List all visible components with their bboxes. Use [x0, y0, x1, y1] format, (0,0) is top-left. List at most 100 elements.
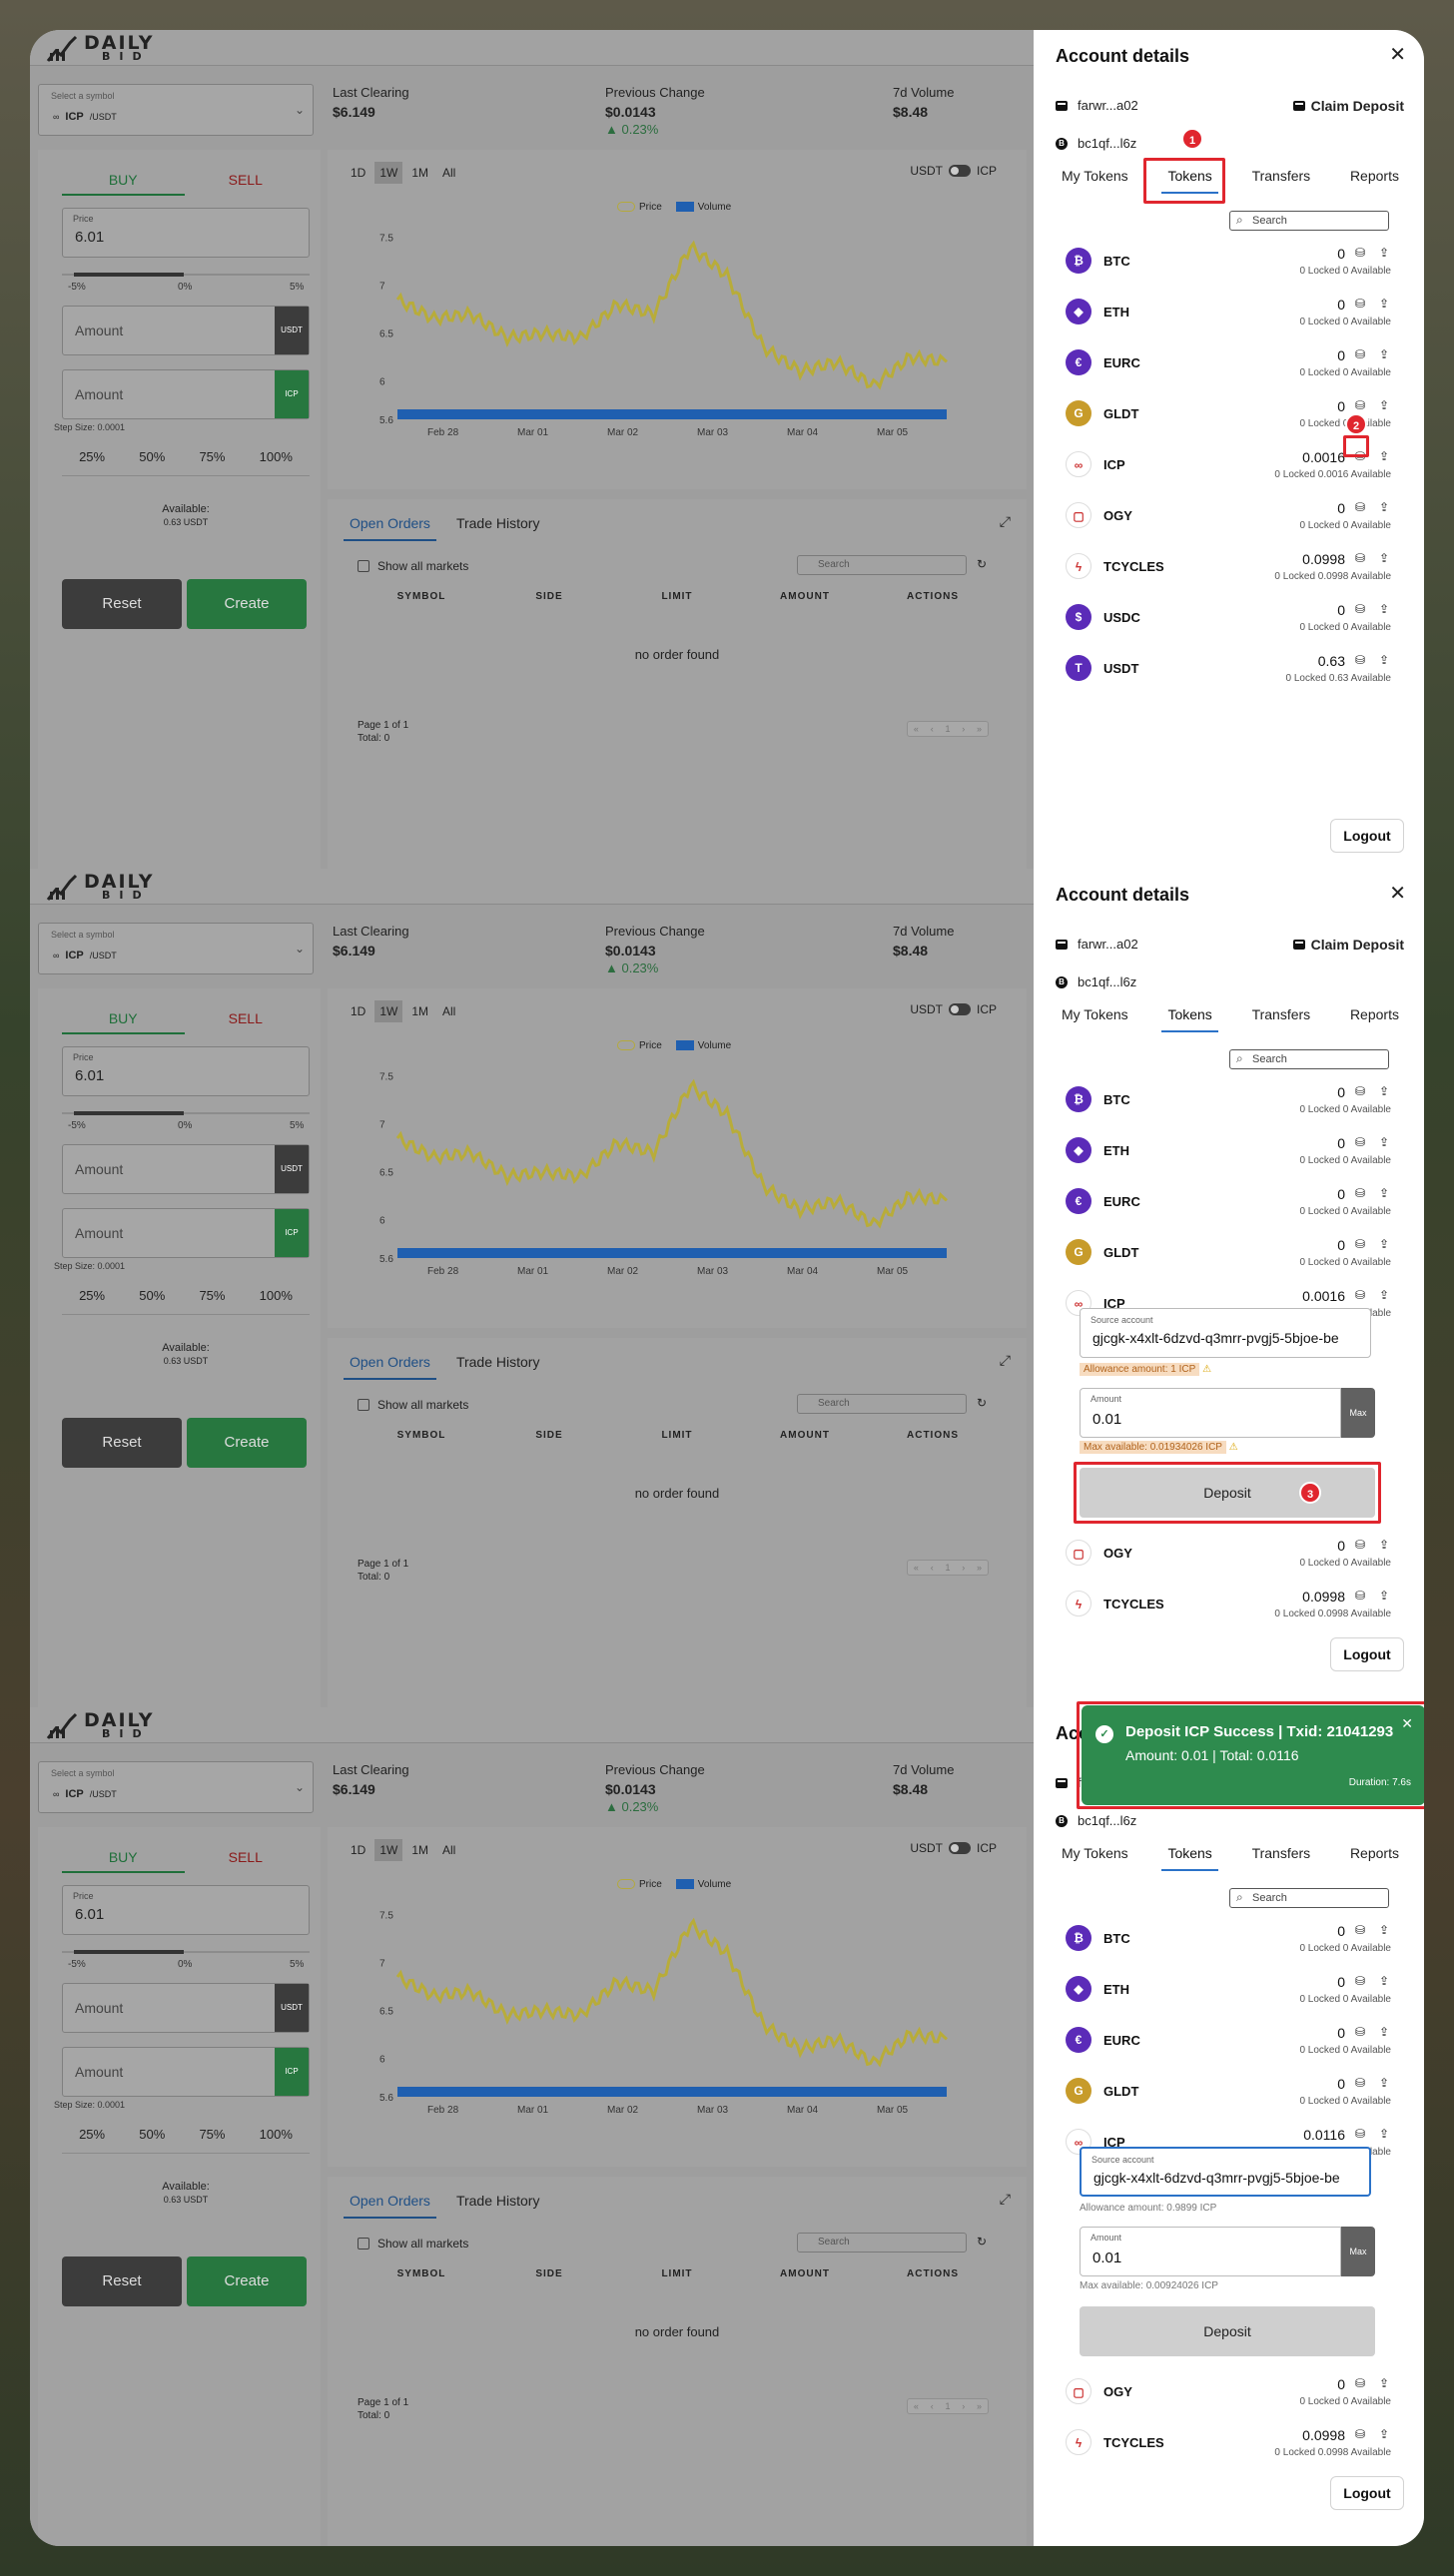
- legend-price[interactable]: Price: [617, 1040, 662, 1051]
- tf-1m[interactable]: 1M: [411, 1004, 429, 1018]
- withdraw-icon[interactable]: ⇪: [1378, 1237, 1390, 1251]
- expand-icon[interactable]: ⤢: [999, 2191, 1011, 2207]
- tab-tokens[interactable]: Tokens: [1161, 162, 1218, 194]
- tf-1w[interactable]: 1W: [374, 1000, 403, 1022]
- withdraw-icon[interactable]: ⇪: [1378, 2127, 1390, 2141]
- tf-1w[interactable]: 1W: [374, 1839, 403, 1861]
- deposit-icon[interactable]: ⛁: [1354, 1135, 1366, 1149]
- deposit-icon[interactable]: ⛁: [1354, 1084, 1366, 1098]
- amount-usdt-input[interactable]: Amount USDT: [62, 306, 310, 355]
- tf-all[interactable]: All: [442, 1843, 456, 1857]
- tab-reports[interactable]: Reports: [1349, 1845, 1399, 1861]
- pagination-controls[interactable]: «‹ 1 ›»: [907, 721, 989, 737]
- tab-open-orders[interactable]: Open Orders: [344, 1352, 436, 1380]
- pct-50-button[interactable]: 50%: [139, 1288, 166, 1303]
- logout-button[interactable]: Logout: [1330, 819, 1404, 853]
- tf-all[interactable]: All: [442, 166, 456, 180]
- pagination-controls[interactable]: «‹ 1 ›»: [907, 1560, 989, 1576]
- logout-button[interactable]: Logout: [1330, 2476, 1404, 2510]
- quote-toggle[interactable]: USDT ICP: [910, 164, 997, 178]
- orders-search-input[interactable]: Search: [797, 2233, 967, 2253]
- show-all-markets[interactable]: Show all markets: [358, 559, 468, 573]
- refresh-icon[interactable]: ↻: [977, 557, 988, 571]
- amount-icp-input[interactable]: Amount ICP: [62, 2047, 310, 2097]
- tf-1m[interactable]: 1M: [411, 166, 429, 180]
- account-principal[interactable]: farwr...a02: [1056, 98, 1138, 113]
- price-slider[interactable]: -5% 0% 5%: [62, 1110, 310, 1132]
- deposit-icon[interactable]: ⛁: [1354, 347, 1366, 361]
- pct-50-button[interactable]: 50%: [139, 2127, 166, 2142]
- pct-100-button[interactable]: 100%: [259, 2127, 293, 2142]
- token-search-input[interactable]: Search: [1229, 1888, 1389, 1908]
- symbol-select[interactable]: Select a symbol ∞ ICP/USDT ⌄: [38, 1761, 314, 1813]
- pct-100-button[interactable]: 100%: [259, 1288, 293, 1303]
- tab-trade-history[interactable]: Trade History: [455, 2193, 540, 2209]
- deposit-icon[interactable]: ⛁: [1354, 2025, 1366, 2039]
- tab-transfers[interactable]: Transfers: [1251, 168, 1311, 184]
- tf-1m[interactable]: 1M: [411, 1843, 429, 1857]
- pct-100-button[interactable]: 100%: [259, 449, 293, 464]
- deposit-button[interactable]: Deposit: [1080, 1468, 1375, 1518]
- create-button[interactable]: Create: [187, 579, 307, 629]
- deposit-icon[interactable]: ⛁: [1354, 653, 1366, 667]
- withdraw-icon[interactable]: ⇪: [1378, 1084, 1390, 1098]
- pct-75-button[interactable]: 75%: [199, 449, 226, 464]
- withdraw-icon[interactable]: ⇪: [1378, 297, 1390, 311]
- sell-tab[interactable]: SELL: [228, 1849, 263, 1865]
- tf-all[interactable]: All: [442, 1004, 456, 1018]
- expand-icon[interactable]: ⤢: [999, 1352, 1011, 1368]
- symbol-select[interactable]: Select a symbol ∞ ICP/USDT ⌄: [38, 84, 314, 136]
- tab-transfers[interactable]: Transfers: [1251, 1845, 1311, 1861]
- withdraw-icon[interactable]: ⇪: [1378, 551, 1390, 565]
- withdraw-icon[interactable]: ⇪: [1378, 2376, 1390, 2390]
- price-slider[interactable]: -5% 0% 5%: [62, 1949, 310, 1971]
- checkbox[interactable]: [358, 2238, 369, 2250]
- tab-my-tokens[interactable]: My Tokens: [1062, 1006, 1128, 1022]
- deposit-icon[interactable]: ⛁: [1354, 1186, 1366, 1200]
- quote-toggle[interactable]: USDT ICP: [910, 1002, 997, 1016]
- withdraw-icon[interactable]: ⇪: [1378, 1135, 1390, 1149]
- deposit-icon[interactable]: ⛁: [1354, 602, 1366, 616]
- symbol-select[interactable]: Select a symbol ∞ ICP/USDT ⌄: [38, 923, 314, 974]
- withdraw-icon[interactable]: ⇪: [1378, 347, 1390, 361]
- close-icon[interactable]: ✕: [1389, 44, 1406, 66]
- buy-tab[interactable]: BUY: [62, 1002, 185, 1034]
- amount-usdt-input[interactable]: Amount USDT: [62, 1983, 310, 2033]
- legend-volume[interactable]: Volume: [675, 1879, 731, 1890]
- withdraw-icon[interactable]: ⇪: [1378, 2427, 1390, 2441]
- claim-deposit-button[interactable]: Claim Deposit: [1292, 98, 1404, 114]
- withdraw-icon[interactable]: ⇪: [1378, 1186, 1390, 1200]
- token-search-input[interactable]: Search: [1229, 1049, 1389, 1069]
- pct-25-button[interactable]: 25%: [79, 1288, 106, 1303]
- deposit-icon[interactable]: ⛁: [1354, 297, 1366, 311]
- orders-search-input[interactable]: Search: [797, 1394, 967, 1414]
- reset-button[interactable]: Reset: [62, 1418, 182, 1468]
- amount-icp-input[interactable]: Amount ICP: [62, 1208, 310, 1258]
- price-field[interactable]: Price 6.01: [62, 1885, 310, 1935]
- tab-reports[interactable]: Reports: [1349, 1006, 1399, 1022]
- max-button[interactable]: Max: [1341, 1388, 1375, 1438]
- amount-usdt-input[interactable]: Amount USDT: [62, 1144, 310, 1194]
- reset-button[interactable]: Reset: [62, 2256, 182, 2306]
- sell-tab[interactable]: SELL: [228, 1010, 263, 1026]
- pct-25-button[interactable]: 25%: [79, 2127, 106, 2142]
- source-account-field[interactable]: Source account gjcgk-x4xlt-6dzvd-q3mrr-pv…: [1080, 2147, 1371, 2197]
- deposit-icon[interactable]: ⛁: [1354, 2427, 1366, 2441]
- deposit-amount-input[interactable]: Amount 0.01: [1080, 2227, 1341, 2276]
- withdraw-icon[interactable]: ⇪: [1378, 449, 1390, 463]
- withdraw-icon[interactable]: ⇪: [1378, 1288, 1390, 1302]
- legend-price[interactable]: Price: [617, 202, 662, 213]
- account-principal[interactable]: farwr...a02: [1056, 937, 1138, 952]
- logout-button[interactable]: Logout: [1330, 1637, 1404, 1671]
- deposit-icon[interactable]: ⛁: [1354, 1589, 1366, 1603]
- deposit-icon[interactable]: ⛁: [1354, 2376, 1366, 2390]
- deposit-icon[interactable]: ⛁: [1354, 1538, 1366, 1552]
- deposit-amount-input[interactable]: Amount 0.01: [1080, 1388, 1341, 1438]
- checkbox[interactable]: [358, 560, 369, 572]
- create-button[interactable]: Create: [187, 2256, 307, 2306]
- sell-tab[interactable]: SELL: [228, 172, 263, 188]
- pagination-controls[interactable]: «‹ 1 ›»: [907, 2398, 989, 2414]
